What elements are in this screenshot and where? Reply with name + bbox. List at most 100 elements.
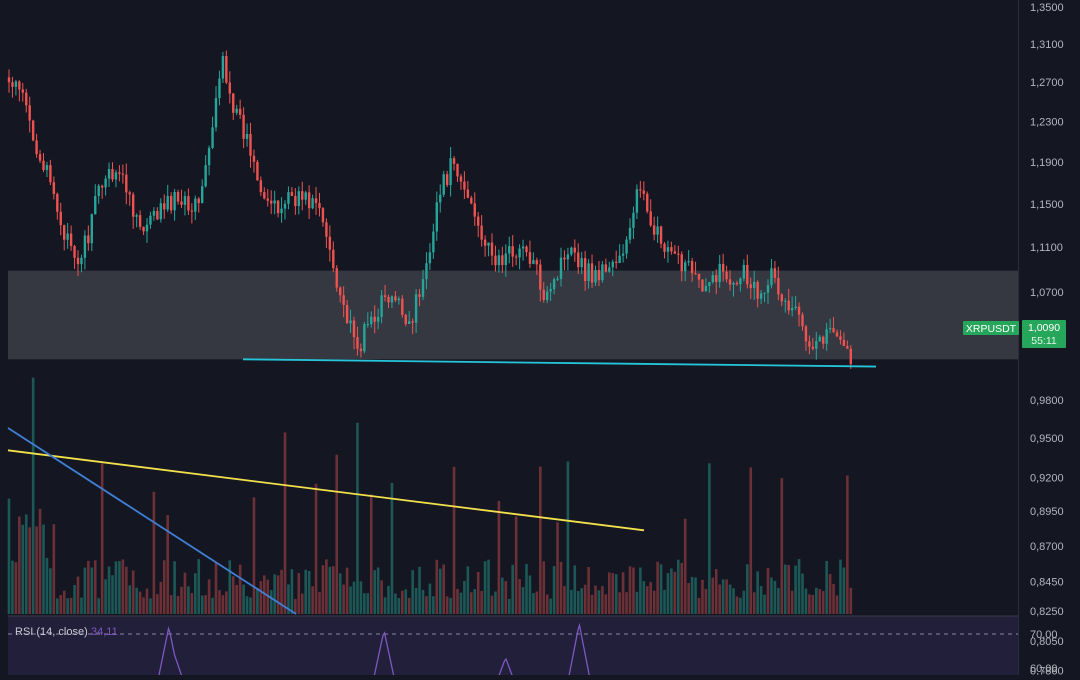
volume-bar xyxy=(280,569,283,614)
volume-bar xyxy=(142,597,145,614)
candle-body xyxy=(635,189,639,213)
volume-bar xyxy=(356,422,359,614)
candle-body xyxy=(273,200,276,204)
volume-bar xyxy=(104,579,107,614)
volume-bar xyxy=(587,567,590,614)
candle-body xyxy=(335,268,338,288)
last-price-label: 1,0090 xyxy=(1028,322,1060,334)
candle-body xyxy=(380,295,383,317)
candle-body xyxy=(114,172,118,180)
candle-body xyxy=(152,210,156,216)
candle-body xyxy=(173,191,176,211)
y-tick-label: 0,9500 xyxy=(1030,433,1064,445)
y-tick-label: 1,1100 xyxy=(1030,242,1063,254)
volume-bar xyxy=(473,589,477,614)
candle-body xyxy=(232,93,235,113)
volume-bar xyxy=(708,463,711,614)
y-tick-label: 1,0700 xyxy=(1030,287,1064,299)
candle-body xyxy=(735,282,739,285)
candle-body xyxy=(746,264,749,285)
candle-body xyxy=(566,254,570,260)
candle-body xyxy=(311,198,314,209)
volume-bar xyxy=(828,574,832,614)
volume-bar xyxy=(580,588,583,614)
volume-bar xyxy=(380,580,383,614)
volume-bar xyxy=(390,482,394,614)
candle-body xyxy=(445,174,449,186)
candle-body xyxy=(111,169,114,180)
rsi-pane[interactable] xyxy=(8,615,1018,680)
volume-bar xyxy=(125,566,128,614)
volume-bar xyxy=(597,590,601,614)
volume-bar xyxy=(107,566,111,614)
volume-bar xyxy=(18,516,21,614)
volume-bar xyxy=(214,562,218,614)
candle-body xyxy=(270,200,273,204)
candle-body xyxy=(480,225,483,240)
volume-bar xyxy=(276,575,280,614)
volume-bar xyxy=(345,567,349,614)
volume-bar xyxy=(677,559,680,614)
candle-body xyxy=(418,294,421,297)
candle-body xyxy=(670,247,673,252)
candle-body xyxy=(639,189,642,191)
candle-body xyxy=(87,235,90,244)
volume-bar xyxy=(304,569,307,614)
candle-body xyxy=(425,263,428,280)
candle-body xyxy=(849,348,852,365)
volume-bar xyxy=(811,594,815,614)
candle-body xyxy=(449,158,452,186)
candle-body xyxy=(659,226,663,244)
candle-body xyxy=(235,108,238,113)
volume-trendline-layer[interactable] xyxy=(7,427,645,615)
volume-bar xyxy=(514,516,518,614)
volume-bar xyxy=(687,582,690,614)
volume-bar xyxy=(632,567,635,614)
candle-body xyxy=(766,285,770,293)
candles-layer xyxy=(7,50,852,369)
volume-bar xyxy=(614,574,618,614)
volume-bar xyxy=(494,591,497,614)
volume-bar xyxy=(590,594,594,614)
volume-bar xyxy=(394,593,397,614)
volume-layer xyxy=(7,377,853,614)
candle-body xyxy=(832,328,835,333)
candle-body xyxy=(125,174,128,193)
candle-body xyxy=(263,192,266,199)
volume-bar xyxy=(418,566,421,614)
candle-body xyxy=(677,253,680,255)
candle-body xyxy=(187,196,190,211)
volume-bar xyxy=(180,586,183,614)
candle-body xyxy=(256,161,259,181)
candle-body xyxy=(721,263,725,272)
rsi-legend[interactable]: RSI (14, close) 34,11 xyxy=(15,626,118,638)
candle-body xyxy=(414,294,418,323)
volume-bar xyxy=(642,581,646,614)
candle-body xyxy=(328,236,332,250)
price-axis[interactable]: 1,3500 1,3100 1,2700 1,2300 1,1900 1,1500 1,11… xyxy=(1018,0,1064,677)
volume-bar xyxy=(307,570,311,614)
volume-bar xyxy=(73,585,76,614)
volume-bar xyxy=(507,598,511,614)
candle-body xyxy=(611,261,614,268)
candle-body xyxy=(552,279,556,290)
support-line-layer[interactable] xyxy=(242,358,877,368)
volume-bar xyxy=(459,592,463,614)
candle-body xyxy=(822,336,825,344)
volume-bar xyxy=(235,584,238,614)
candle-body xyxy=(642,190,645,194)
candle-body xyxy=(842,339,846,347)
volume-bar xyxy=(532,593,535,614)
volume-bar xyxy=(601,586,604,614)
candle-body xyxy=(656,226,659,235)
volume-bar xyxy=(152,491,156,614)
volume-bar xyxy=(294,598,297,614)
volume-bar xyxy=(445,596,449,614)
volume-bar xyxy=(335,454,339,614)
candle-body xyxy=(21,89,24,93)
candle-body xyxy=(628,227,632,240)
volume-bar xyxy=(190,593,194,614)
candle-body xyxy=(142,226,145,232)
